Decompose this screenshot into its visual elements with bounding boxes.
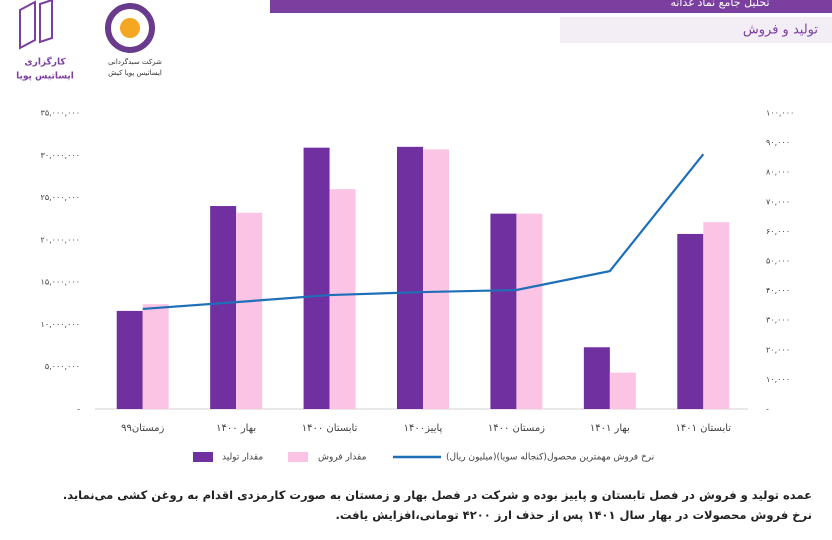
bar: [142, 304, 169, 409]
bar: [490, 213, 517, 409]
x-tick-label: پاییز۱۴۰۰: [404, 423, 443, 434]
y2-tick-label: ۴۰,۰۰۰: [766, 286, 790, 295]
y-tick-label: ۲۰,۰۰۰,۰۰۰: [41, 235, 80, 244]
y2-tick-label: ۳۰,۰۰۰: [766, 316, 790, 325]
bar: [423, 149, 449, 409]
y2-tick-label: ۱۰,۰۰۰: [766, 375, 790, 384]
y-tick-label: ۱۵,۰۰۰,۰۰۰: [41, 278, 80, 287]
subtitle-band: [560, 17, 832, 43]
x-tick-label: تابستان ۱۴۰۱: [675, 423, 731, 434]
y-tick-label: ۳۰,۰۰۰,۰۰۰: [41, 151, 80, 160]
bar: [236, 212, 263, 409]
legend-label: نرخ فروش مهمترین محصول(کنجاله سویا)(میلی…: [446, 453, 654, 463]
bar: [329, 189, 356, 409]
subtitle: تولید و فروش: [743, 23, 819, 38]
y2-tick-label: ۶۰,۰۰۰: [766, 227, 790, 236]
logo-broker-line1: کارگزاری: [24, 56, 66, 68]
y2-tick-label: ۲۰,۰۰۰: [766, 345, 790, 354]
logo-fund-line2: ایساتیس پویا کیش: [108, 69, 162, 77]
legend-swatch: [193, 452, 213, 462]
legend-label: مقدار تولید: [222, 453, 263, 463]
x-tick-label: بهار ۱۴۰۱: [590, 423, 630, 434]
y2-tick-label: ۸۰,۰۰۰: [766, 168, 790, 177]
y-tick-label: ۱۰,۰۰۰,۰۰۰: [41, 320, 80, 329]
bar: [210, 206, 237, 409]
y2-tick-label: -: [766, 405, 769, 414]
description-line: نرخ فروش محصولات در بهار سال ۱۴۰۱ پس از …: [335, 508, 812, 522]
bar: [677, 233, 704, 409]
y-tick-label: ۵,۰۰۰,۰۰۰: [45, 362, 80, 371]
logo-fund-line1: شرکت سبدگردانی: [108, 57, 162, 66]
line: [142, 153, 705, 311]
y2-tick-label: ۱۰۰,۰۰۰: [766, 109, 794, 118]
logo-broker: کارگزاری ایساتیس پویا: [16, 0, 74, 82]
y-tick-label: ۲۵,۰۰۰,۰۰۰: [41, 193, 80, 202]
x-tick-label: زمستان۹۹: [121, 423, 164, 434]
logo-fund: شرکت سبدگردانی ایساتیس پویا کیش: [105, 3, 162, 77]
bar: [116, 310, 143, 409]
bar: [583, 347, 610, 409]
header-band: [270, 0, 832, 13]
y2-tick-label: ۵۰,۰۰۰: [766, 257, 790, 266]
header-title: تحلیل جامع نماد غدانه: [670, 0, 769, 9]
bar: [609, 372, 636, 409]
bar: [397, 146, 423, 410]
logo-broker-line2: ایساتیس پویا: [16, 72, 74, 82]
bar: [303, 147, 330, 409]
y2-tick-label: ۹۰,۰۰۰: [766, 138, 790, 147]
y-tick-label: ۳۵,۰۰۰,۰۰۰: [41, 109, 80, 118]
bar: [516, 213, 543, 409]
bar: [703, 222, 730, 409]
description-line: عمده تولید و فروش در فصل تابستان و پاییز…: [62, 488, 812, 502]
y-tick-label: -: [77, 405, 80, 414]
x-tick-label: تابستان ۱۴۰۰: [302, 423, 358, 434]
y2-tick-label: ۷۰,۰۰۰: [766, 197, 790, 206]
legend-swatch: [288, 452, 308, 462]
legend-label: مقدار فروش: [318, 453, 367, 463]
x-tick-label: بهار ۱۴۰۰: [216, 423, 256, 434]
x-tick-label: زمستان ۱۴۰۰: [488, 423, 545, 434]
